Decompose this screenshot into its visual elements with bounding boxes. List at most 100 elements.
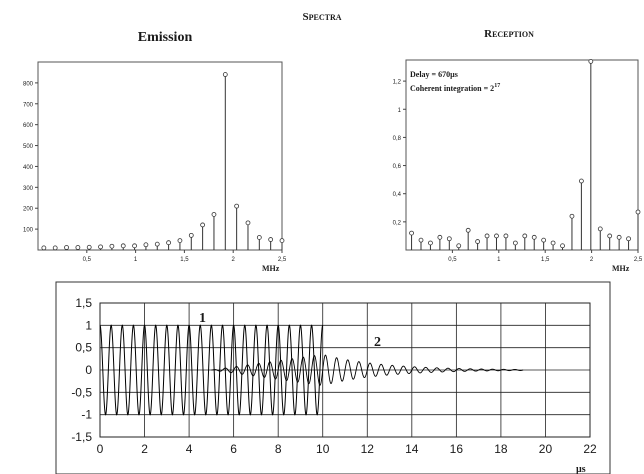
emission-stem-marker [222, 72, 228, 77]
emission-y-tick-label: 100 [23, 228, 34, 234]
emission-stem-marker [177, 238, 183, 244]
reception-stem-marker [437, 234, 443, 240]
series-1-label: 1 [199, 311, 206, 326]
waveform-x-tick-label: 20 [539, 442, 553, 456]
emission-stem-marker [109, 243, 115, 249]
waveform-chart: 1,510,50-0,5-1-1,5 0 2 4 6 8 10 12 14 16 18 20 22 1… [55, 281, 611, 474]
waveform-x-axis-label: µs [576, 464, 586, 474]
reception-chart: Reception Delay = 670µs Coherent integra… [393, 28, 643, 273]
waveform-x-tick-label: 4 [186, 442, 193, 456]
waveform-y-tick-label: 0,5 [75, 341, 92, 355]
reception-stem-marker [597, 226, 603, 232]
emission-x-tick-label: 0,5 [83, 257, 92, 263]
emission-stems [41, 72, 285, 251]
emission-stem-marker [256, 235, 262, 240]
reception-integration-annotation: Coherent integration = 217 [410, 83, 500, 93]
emission-y-tick-label: 500 [23, 144, 34, 150]
emission-stem-marker [143, 242, 149, 248]
waveform-series [99, 324, 524, 416]
emission-stem-marker [86, 244, 92, 250]
reception-stem-marker [494, 233, 499, 239]
emission-stem-marker [211, 212, 217, 217]
reception-y-tick-label: 0,8 [393, 136, 402, 142]
waveform-x-ticks: 0 2 4 6 8 10 12 14 16 18 20 22 [97, 442, 597, 456]
emission-stem-marker [200, 222, 206, 228]
emission-stem-marker [188, 232, 194, 238]
reception-x-ticks: 0,5 1 1,5 2 2,5 [448, 250, 643, 263]
reception-stem-marker [465, 227, 471, 233]
reception-stem-marker [607, 233, 613, 239]
reception-stem-marker [626, 236, 631, 242]
reception-stem-marker [503, 233, 509, 239]
reception-stem-marker [541, 237, 547, 243]
emission-title: Emission [138, 30, 193, 45]
reception-stem-marker [550, 240, 556, 246]
reception-x-tick-label: 2,5 [634, 257, 643, 263]
emission-y-tick-label: 700 [23, 102, 34, 108]
waveform-y-tick-label: 0 [85, 363, 92, 377]
reception-x-axis-label: MHz [612, 264, 630, 273]
reception-stems [409, 59, 641, 250]
reception-stem-marker [456, 243, 462, 249]
reception-y-tick-label: 0,4 [393, 192, 402, 198]
emission-y-tick-label: 800 [23, 81, 34, 87]
emission-stem-marker [166, 240, 171, 246]
emission-stem-marker [154, 241, 160, 247]
emission-x-tick-label: 1,5 [180, 257, 189, 263]
waveform-y-tick-label: 1 [85, 318, 92, 332]
emission-x-tick-label: 2,5 [278, 257, 287, 263]
reception-stem-marker [522, 233, 528, 239]
reception-stem-marker [446, 236, 452, 242]
emission-chart: Emission 100 200 300 400 500 600 700 800 0,5 1 1,… [23, 30, 287, 273]
emission-stem-marker [52, 245, 58, 251]
reception-plot-frame [405, 59, 639, 251]
waveform-y-ticks: 1,5 1 0,5 0 -0,5 -1 -1,5 [71, 296, 92, 444]
reception-y-tick-label: 0,2 [393, 220, 402, 226]
waveform-x-tick-label: 8 [275, 442, 282, 456]
emission-x-ticks: 0,5 1 1,5 2 2,5 [83, 250, 287, 263]
waveform-x-tick-label: 12 [361, 442, 375, 456]
series-2-label: 2 [374, 335, 381, 350]
emission-y-tick-label: 400 [23, 165, 34, 171]
emission-y-tick-label: 300 [23, 186, 34, 192]
waveform-y-tick-label: 1,5 [75, 296, 92, 310]
reception-stem-marker [531, 234, 537, 240]
reception-x-tick-label: 1 [497, 257, 501, 263]
reception-y-ticks: 0,2 0,4 0,6 0,8 1 1,2 [393, 80, 406, 226]
series-1-line [99, 324, 324, 416]
waveform-x-tick-label: 22 [583, 442, 597, 456]
emission-stem-marker [120, 243, 126, 249]
reception-stem-marker [409, 230, 414, 236]
emission-y-tick-label: 200 [23, 207, 34, 213]
emission-x-tick-label: 2 [232, 257, 236, 263]
reception-stem-marker [569, 213, 575, 219]
waveform-x-tick-label: 10 [316, 442, 330, 456]
emission-x-axis-label: MHz [262, 264, 280, 273]
waveform-y-tick-label: -1,5 [71, 430, 92, 444]
reception-stem-marker [588, 59, 594, 64]
waveform-x-tick-label: 18 [494, 442, 508, 456]
reception-stem-marker [484, 233, 490, 239]
emission-stem-marker [98, 244, 103, 250]
reception-stem-marker [428, 240, 433, 246]
reception-x-tick-label: 1,5 [541, 257, 550, 263]
page-title: Spectra [302, 11, 341, 23]
emission-plot-frame [37, 61, 283, 251]
emission-stem-marker [75, 245, 81, 250]
reception-stem-marker [418, 237, 424, 243]
emission-stem-marker [41, 245, 47, 251]
series-2-line [211, 354, 524, 386]
reception-y-tick-label: 1 [398, 108, 402, 114]
waveform-y-tick-label: -0,5 [71, 385, 92, 399]
waveform-x-tick-label: 14 [405, 442, 419, 456]
reception-stem-marker [616, 234, 622, 240]
reception-delay-annotation: Delay = 670µs [410, 70, 458, 79]
emission-stem-marker [132, 243, 137, 249]
reception-stem-marker [635, 209, 641, 215]
emission-stem-marker [268, 237, 274, 242]
reception-title: Reception [484, 28, 534, 40]
emission-stem-marker [245, 220, 251, 226]
waveform-x-tick-label: 6 [230, 442, 237, 456]
reception-y-tick-label: 0,6 [393, 164, 402, 170]
